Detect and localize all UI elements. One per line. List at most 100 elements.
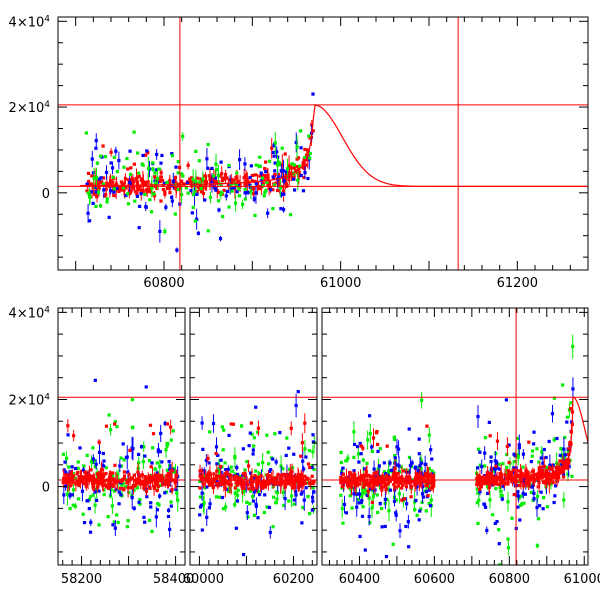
data-point [380, 525, 384, 529]
data-point [382, 479, 386, 483]
data-point [300, 521, 304, 525]
data-point [184, 186, 188, 190]
data-point [187, 180, 192, 185]
data-point [293, 188, 297, 192]
data-point [303, 155, 307, 159]
data-point [273, 161, 277, 165]
data-point [310, 508, 314, 512]
data-point [196, 176, 200, 180]
data-point [190, 184, 194, 188]
data-point [131, 447, 135, 451]
data-point [64, 473, 68, 477]
data-point [376, 510, 380, 515]
data-point [218, 471, 222, 475]
data-point [561, 470, 566, 474]
data-point [84, 484, 88, 488]
data-point [562, 498, 566, 502]
data-point [206, 142, 210, 147]
data-point [96, 484, 100, 488]
data-point [561, 475, 566, 479]
data-point [403, 481, 407, 485]
data-point [341, 466, 345, 470]
data-point [119, 493, 123, 497]
data-point [175, 248, 179, 252]
data-point [102, 459, 106, 463]
tick-label: 2×104 [9, 392, 51, 408]
data-point [271, 525, 275, 529]
data-point [401, 483, 405, 487]
data-point [125, 156, 129, 161]
data-point [429, 474, 433, 478]
data-point [478, 450, 482, 454]
data-point [483, 451, 487, 455]
data-point [568, 440, 572, 444]
data-point [132, 186, 136, 190]
data-point [301, 189, 306, 193]
data-point [165, 186, 169, 191]
data-point [213, 178, 217, 182]
data-point [299, 473, 303, 477]
data-point [254, 191, 258, 195]
data-point [340, 507, 344, 511]
data-point [130, 177, 134, 181]
data-point [117, 187, 121, 191]
data-point [501, 484, 505, 488]
data-point [214, 451, 218, 456]
data-point [478, 475, 482, 479]
data-point [356, 498, 360, 502]
data-point [100, 467, 104, 471]
data-point [100, 463, 104, 467]
data-point [114, 149, 118, 153]
data-point [68, 494, 72, 498]
data-point [361, 446, 365, 450]
data-point [65, 481, 69, 485]
data-point [285, 170, 289, 174]
data-point [112, 187, 117, 191]
data-point [302, 480, 306, 484]
data-point [115, 472, 119, 477]
data-point [66, 433, 70, 437]
data-point [249, 421, 253, 425]
data-point [176, 187, 180, 192]
data-point [527, 440, 531, 444]
data-point [550, 412, 555, 416]
data-point [378, 502, 382, 506]
data-point [512, 471, 516, 475]
data-point [285, 436, 289, 440]
data-point [368, 482, 372, 486]
data-point [253, 173, 258, 177]
data-point [220, 172, 224, 176]
data-point [536, 475, 540, 479]
data-point [266, 177, 270, 181]
data-point [382, 470, 386, 474]
data-point [211, 178, 215, 183]
data-point [567, 447, 571, 451]
data-point [350, 482, 354, 486]
data-point [369, 487, 373, 491]
data-point [308, 151, 312, 156]
data-point [308, 481, 312, 485]
data-point [276, 160, 281, 164]
data-point [409, 484, 413, 488]
data-point [151, 161, 155, 165]
data-point [362, 467, 367, 471]
data-point [302, 498, 306, 502]
data-point [284, 476, 288, 480]
data-point [211, 421, 216, 426]
data-point [127, 191, 131, 196]
data-point [495, 460, 499, 464]
data-point [165, 477, 170, 481]
data-point [500, 493, 504, 498]
data-point [395, 480, 399, 484]
data-point [375, 471, 379, 476]
data-point [296, 173, 301, 178]
data-point [151, 476, 155, 480]
data-point [266, 211, 270, 215]
data-point [388, 479, 392, 484]
data-point [117, 158, 121, 163]
data-point [96, 190, 101, 195]
data-point [161, 476, 165, 480]
data-point [210, 181, 214, 185]
data-point [90, 481, 95, 485]
data-point [554, 465, 558, 470]
